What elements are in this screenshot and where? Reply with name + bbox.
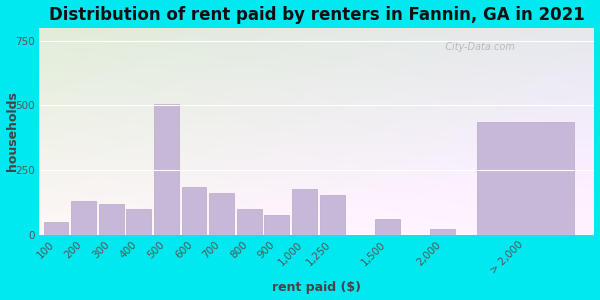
Bar <box>292 189 317 235</box>
Y-axis label: households: households <box>5 91 19 171</box>
Bar <box>477 122 574 235</box>
Bar <box>99 204 124 235</box>
Bar <box>44 222 68 235</box>
Bar <box>71 201 96 235</box>
Bar <box>127 209 151 235</box>
Bar <box>182 187 206 235</box>
Bar <box>237 209 262 235</box>
Bar <box>320 195 344 235</box>
Bar <box>375 219 400 235</box>
Text: City-Data.com: City-Data.com <box>439 42 515 52</box>
Bar <box>265 215 289 235</box>
Bar <box>209 193 234 235</box>
X-axis label: rent paid ($): rent paid ($) <box>272 281 361 294</box>
Bar <box>430 230 455 235</box>
Title: Distribution of rent paid by renters in Fannin, GA in 2021: Distribution of rent paid by renters in … <box>49 6 585 24</box>
Bar <box>154 104 179 235</box>
